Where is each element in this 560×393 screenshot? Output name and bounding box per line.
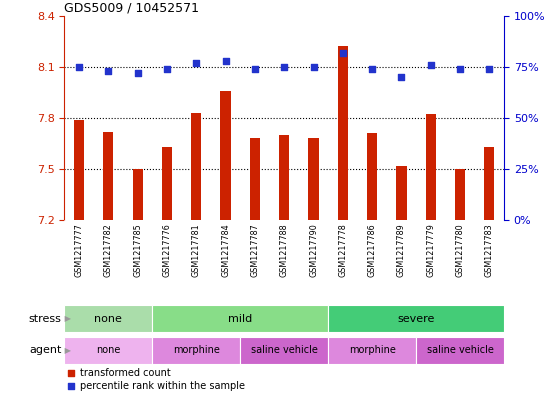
Text: GSM1217790: GSM1217790 xyxy=(309,223,318,277)
Bar xyxy=(221,91,231,220)
Bar xyxy=(309,138,319,220)
Point xyxy=(133,70,142,76)
Bar xyxy=(328,337,416,364)
Bar xyxy=(152,305,328,332)
Text: stress: stress xyxy=(29,314,62,324)
Point xyxy=(67,383,76,389)
Point xyxy=(485,66,494,72)
Bar xyxy=(484,147,494,220)
Bar xyxy=(426,114,436,220)
Bar xyxy=(455,169,465,220)
Text: GSM1217786: GSM1217786 xyxy=(367,223,377,277)
Text: none: none xyxy=(96,345,120,355)
Bar xyxy=(396,165,407,220)
Point xyxy=(104,68,113,74)
Text: GSM1217781: GSM1217781 xyxy=(192,223,201,277)
Text: GSM1217789: GSM1217789 xyxy=(397,223,406,277)
Point xyxy=(309,64,318,70)
Point xyxy=(221,57,230,64)
Point xyxy=(67,370,76,376)
Text: ▶: ▶ xyxy=(62,346,71,354)
Text: GSM1217777: GSM1217777 xyxy=(74,223,83,277)
Bar xyxy=(279,135,290,220)
Point xyxy=(192,60,201,66)
Bar xyxy=(367,133,377,220)
Text: saline vehicle: saline vehicle xyxy=(251,345,318,355)
Bar xyxy=(162,147,172,220)
Text: GSM1217788: GSM1217788 xyxy=(279,223,289,277)
Text: GSM1217776: GSM1217776 xyxy=(162,223,171,277)
Point xyxy=(367,66,376,72)
Bar xyxy=(250,138,260,220)
Point xyxy=(338,50,347,56)
Bar xyxy=(191,113,202,220)
Bar xyxy=(64,337,152,364)
Bar xyxy=(74,119,84,220)
Text: morphine: morphine xyxy=(349,345,395,355)
Bar xyxy=(240,337,328,364)
Bar xyxy=(416,337,504,364)
Text: saline vehicle: saline vehicle xyxy=(427,345,493,355)
Text: morphine: morphine xyxy=(173,345,220,355)
Text: GSM1217783: GSM1217783 xyxy=(485,223,494,277)
Point xyxy=(162,66,171,72)
Text: GSM1217780: GSM1217780 xyxy=(455,223,465,277)
Text: GDS5009 / 10452571: GDS5009 / 10452571 xyxy=(64,2,199,15)
Text: GSM1217785: GSM1217785 xyxy=(133,223,142,277)
Text: percentile rank within the sample: percentile rank within the sample xyxy=(80,381,245,391)
Text: severe: severe xyxy=(398,314,435,324)
Bar xyxy=(338,46,348,220)
Bar xyxy=(133,169,143,220)
Text: none: none xyxy=(95,314,122,324)
Text: GSM1217778: GSM1217778 xyxy=(338,223,347,277)
Text: GSM1217784: GSM1217784 xyxy=(221,223,230,277)
Bar xyxy=(152,337,240,364)
Text: GSM1217782: GSM1217782 xyxy=(104,223,113,277)
Text: agent: agent xyxy=(29,345,62,355)
Text: transformed count: transformed count xyxy=(80,368,171,378)
Point xyxy=(397,74,406,80)
Point xyxy=(426,62,435,68)
Bar xyxy=(103,132,114,220)
Text: ▶: ▶ xyxy=(62,314,71,323)
Text: mild: mild xyxy=(228,314,253,324)
Point xyxy=(280,64,289,70)
Text: GSM1217787: GSM1217787 xyxy=(250,223,259,277)
Text: GSM1217779: GSM1217779 xyxy=(426,223,435,277)
Point xyxy=(74,64,83,70)
Point xyxy=(250,66,259,72)
Bar xyxy=(64,305,152,332)
Bar xyxy=(328,305,504,332)
Point xyxy=(456,66,465,72)
